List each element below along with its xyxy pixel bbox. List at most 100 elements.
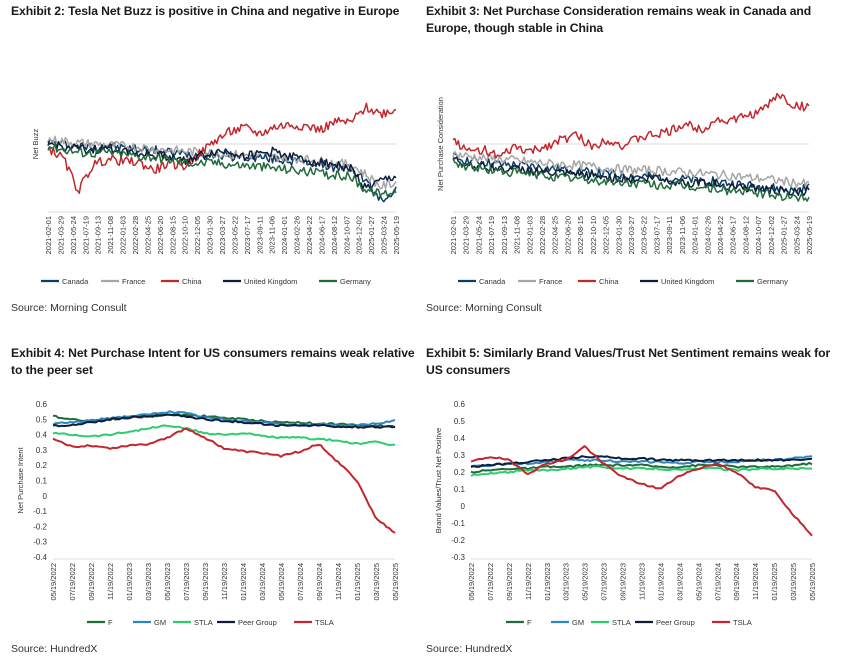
y-axis-label: Net Buzz [31, 129, 40, 160]
x-tick-label: 2025-03-24 [380, 216, 389, 254]
legend-label-united-kingdom: United Kingdom [244, 277, 297, 286]
x-tick-label: 2025-01-27 [367, 216, 376, 254]
x-tick-label: 05/19/2023 [163, 563, 172, 601]
exhibit-4-source: Source: HundredX [11, 643, 98, 655]
x-tick-label: 07/19/2022 [68, 563, 77, 601]
y-tick-label: -0.2 [451, 536, 465, 545]
legend-label-peer-group: Peer Group [238, 618, 277, 627]
x-tick-label: 09/19/2023 [619, 563, 628, 601]
x-tick-label: 2022-12-05 [602, 216, 611, 254]
legend-label-stla: STLA [194, 618, 213, 627]
x-tick-label: 2022-04-25 [551, 216, 560, 254]
x-tick-label: 2022-12-05 [193, 216, 202, 254]
x-tick-label: 2021-09-13 [94, 216, 103, 254]
series-line-france [452, 150, 810, 188]
x-tick-label: 2024-12-02 [355, 216, 364, 254]
x-tick-label: 2021-02-01 [44, 216, 53, 254]
x-tick-label: 2022-02-28 [131, 216, 140, 254]
y-tick-label: 0.3 [36, 446, 48, 455]
series-line-united-kingdom [452, 156, 810, 197]
net-purchase-consideration-chart: Net Purchase Consideration 2021-02-01 2021… [436, 92, 814, 286]
x-tick-label: 07/19/2024 [296, 563, 305, 601]
x-tick-label: 2021-07-19 [81, 216, 90, 254]
x-tick-label: 2021-05-24 [69, 216, 78, 254]
y-tick-label: 0.3 [454, 451, 466, 460]
exhibit-3-panel: Exhibit 3: Net Purchase Consideration re… [426, 3, 831, 37]
x-tick-label: 05/19/2023 [581, 563, 590, 601]
x-tick-label: 03/19/2023 [562, 563, 571, 601]
x-tick-label: 2024-06-17 [317, 216, 326, 254]
exhibit-5-panel: Exhibit 5: Similarly Brand Values/Trust … [426, 345, 831, 379]
legend-label-f: F [108, 618, 113, 627]
x-tick-label: 05/19/2025 [808, 563, 817, 601]
x-tick-label: 2024-02-26 [703, 216, 712, 254]
exhibit-5-title: Exhibit 5: Similarly Brand Values/Trust … [426, 346, 831, 377]
y-tick-label: -0.3 [451, 553, 465, 562]
x-tick-label: 11/19/2022 [524, 563, 533, 600]
series-line-stla [52, 424, 395, 446]
x-tick-label: 03/19/2025 [372, 563, 381, 601]
x-tick-label: 09/19/2022 [87, 563, 96, 601]
y-tick-label: 0.6 [454, 400, 466, 409]
x-tick-label: 07/19/2022 [486, 563, 495, 601]
x-tick-label: 2022-10-10 [181, 216, 190, 254]
y-tick-label: -0.4 [33, 553, 47, 562]
x-tick-label: 2022-01-03 [525, 216, 534, 254]
series-line-germany [47, 142, 397, 197]
series-line-germany [452, 158, 810, 202]
y-tick-label: 0.5 [36, 415, 48, 424]
y-tick-label: 0.1 [36, 477, 48, 486]
x-tick-label: 2023-09-11 [255, 216, 264, 254]
y-axis-label: Brand Values/Trust Net Positive [434, 428, 443, 533]
exhibit-3-source: Source: Morning Consult [426, 302, 542, 314]
x-tick-label: 2023-07-17 [243, 216, 252, 254]
y-tick-label: 0.6 [36, 400, 48, 409]
legend-label-peer-group: Peer Group [656, 618, 695, 627]
y-axis-label: Net Purchase Intent [16, 446, 25, 513]
x-tick-label: 05/19/2024 [694, 563, 703, 601]
series-line-f [470, 461, 813, 474]
legend-label-canada: Canada [479, 277, 506, 286]
series-line-stla [470, 465, 813, 477]
x-tick-label: 2022-01-03 [119, 216, 128, 254]
x-tick-label: 07/19/2024 [713, 563, 722, 601]
x-tick-label: 09/19/2024 [315, 563, 324, 601]
legend-label-canada: Canada [62, 277, 89, 286]
legend-label-gm: GM [154, 618, 166, 627]
legend-label-france: France [122, 277, 145, 286]
series-line-gm [52, 410, 396, 428]
x-tick-label: 2024-10-07 [342, 216, 351, 254]
series-line-united-kingdom [47, 141, 397, 190]
x-tick-label: 09/19/2023 [201, 563, 210, 601]
x-tick-label: 2024-04-22 [716, 216, 725, 254]
x-tick-label: 2023-05-22 [640, 216, 649, 254]
x-tick-label: 2023-01-30 [206, 216, 215, 254]
series-line-tsla [52, 427, 396, 534]
y-tick-label: 0.1 [454, 485, 466, 494]
x-tick-label: 2021-09-13 [500, 216, 509, 254]
x-tick-label: 2022-08-15 [576, 216, 585, 254]
x-tick-label: 2021-11-08 [513, 216, 522, 254]
x-tick-label: 05/19/2024 [277, 563, 286, 601]
series-line-china [47, 102, 397, 194]
x-tick-label: 2024-12-02 [767, 216, 776, 254]
series-line-canada [452, 152, 810, 195]
series-line-peer-group [470, 454, 813, 469]
legend-label-gm: GM [572, 618, 584, 627]
x-tick-label: 03/19/2025 [789, 563, 798, 601]
x-tick-label: 2022-10-10 [589, 216, 598, 254]
x-tick-label: 2022-06-20 [563, 216, 572, 254]
x-tick-label: 2023-01-30 [614, 216, 623, 254]
legend-label-stla: STLA [612, 618, 631, 627]
y-tick-label: -0.2 [33, 522, 47, 531]
x-tick-label: 2024-10-07 [754, 216, 763, 254]
x-tick-label: 2024-06-17 [729, 216, 738, 254]
x-tick-label: 2025-01-27 [780, 216, 789, 254]
x-tick-label: 2024-01-01 [280, 216, 289, 254]
y-tick-label: 0 [43, 492, 48, 501]
x-tick-label: 2023-11-06 [678, 216, 687, 254]
x-tick-label: 2024-01-01 [691, 216, 700, 254]
legend-label-germany: Germany [757, 277, 788, 286]
x-tick-label: 11/19/2024 [334, 563, 343, 600]
